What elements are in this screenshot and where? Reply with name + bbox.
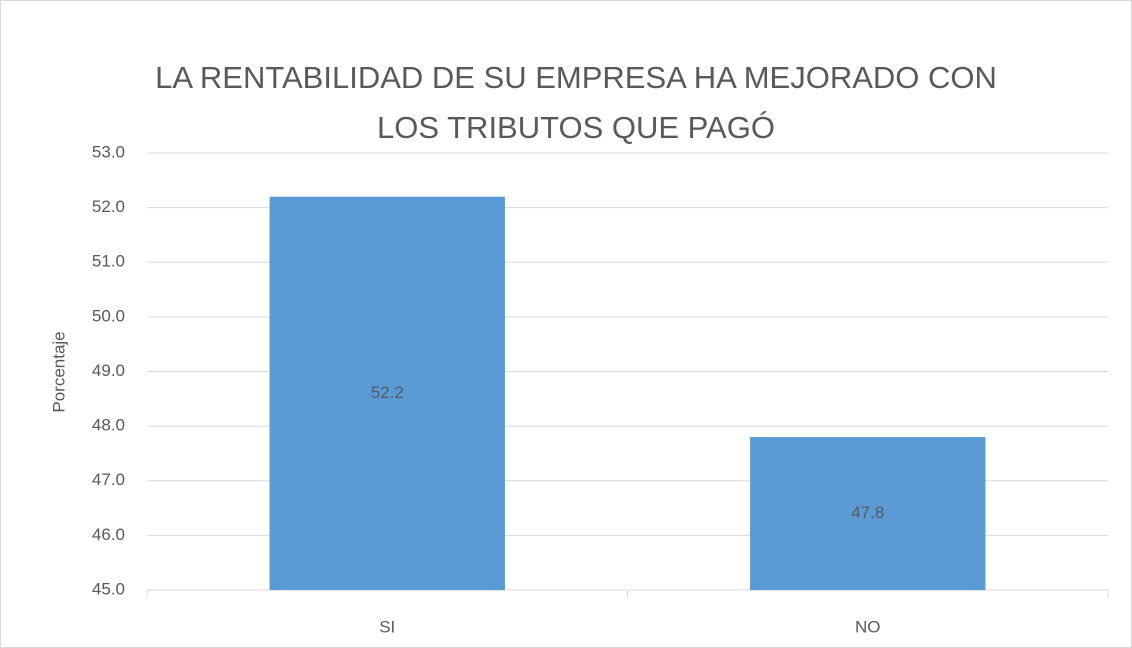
data-label: 52.2 — [371, 383, 404, 402]
y-tick-label: 47.0 — [92, 470, 125, 489]
x-tick-label: NO — [855, 617, 881, 636]
bar — [750, 437, 986, 590]
y-tick-label: 53.0 — [92, 142, 125, 161]
y-tick-label: 49.0 — [92, 361, 125, 380]
bar — [269, 196, 505, 590]
y-tick-label: 52.0 — [92, 197, 125, 216]
y-tick-label: 45.0 — [92, 579, 125, 598]
chart-title: LOS TRIBUTOS QUE PAGÓ — [377, 110, 775, 145]
y-tick-label: 50.0 — [92, 306, 125, 325]
data-label: 47.8 — [851, 503, 884, 522]
y-axis-label: Porcentaje — [49, 331, 68, 412]
y-tick-label: 46.0 — [92, 525, 125, 544]
y-tick-label: 51.0 — [92, 252, 125, 271]
x-tick-label: SI — [379, 617, 395, 636]
chart-title: LA RENTABILIDAD DE SU EMPRESA HA MEJORAD… — [155, 60, 997, 95]
y-tick-label: 48.0 — [92, 416, 125, 435]
